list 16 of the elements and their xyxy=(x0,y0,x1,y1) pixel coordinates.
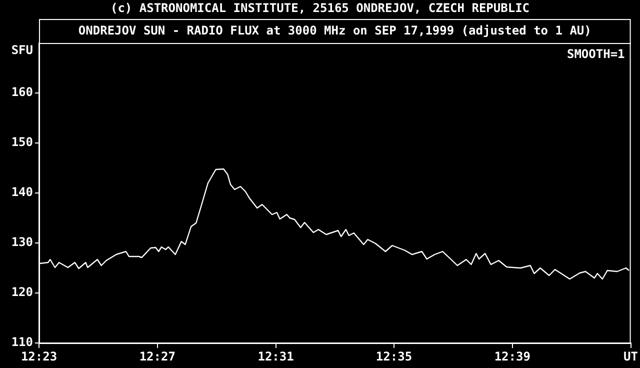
annotation: SMOOTH=1 xyxy=(566,47,625,62)
x-tick-label: 12:23 xyxy=(20,349,58,364)
y-axis-title: SFU xyxy=(11,43,33,58)
x-tick-label: 12:31 xyxy=(258,349,294,364)
y-tick-label: 150 xyxy=(11,135,33,150)
x-tick-label: 12:39 xyxy=(494,349,530,364)
y-tick-label: 110 xyxy=(11,335,33,350)
x-tick-label: 12:27 xyxy=(139,349,176,364)
x-tick-label: UT xyxy=(624,349,638,364)
chart-title: ONDREJOV SUN - RADIO FLUX at 3000 MHz on SEP 17,1999 (adjusted to 1 AU) xyxy=(78,24,592,38)
y-tick-label: 140 xyxy=(11,185,33,200)
x-tick-label: 12:35 xyxy=(376,349,412,364)
text: (c) ASTRONOMICAL INSTITUTE, 25165 ONDREJOV, CZECH REPUBLIC xyxy=(110,1,530,16)
y-tick-label: 160 xyxy=(11,85,33,100)
y-tick-label: 130 xyxy=(11,235,33,250)
y-tick-label: 120 xyxy=(11,285,33,300)
